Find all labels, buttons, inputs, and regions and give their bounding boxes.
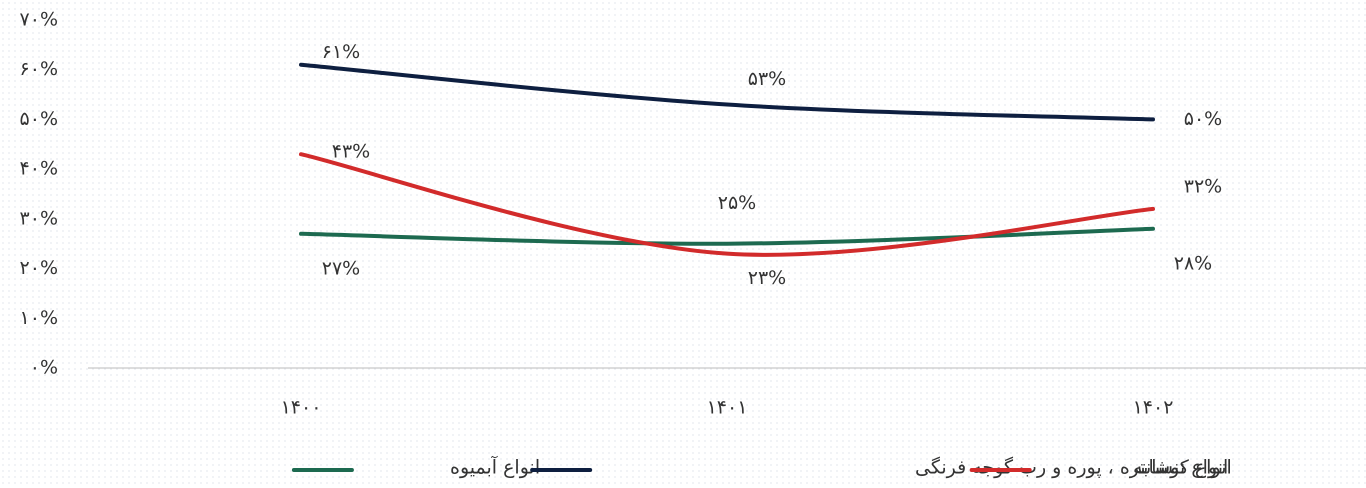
y-tick-label: ۰% — [30, 357, 58, 379]
data-label: ۴۳% — [332, 141, 370, 163]
legend-label: انواع آبمیوه — [450, 455, 540, 479]
y-tick-label: ۵۰% — [20, 108, 58, 130]
y-tick-label: ۲۰% — [20, 257, 58, 279]
x-tick-label: ۱۴۰۱ — [707, 397, 748, 419]
y-tick-label: ۳۰% — [20, 207, 58, 229]
legend-label: انواع نوشابه — [1133, 457, 1228, 479]
x-tick-label: ۱۴۰۲ — [1133, 397, 1174, 419]
data-label: ۳۲% — [1184, 175, 1222, 197]
y-tick-label: ۴۰% — [20, 158, 58, 180]
data-label: ۲۸% — [1174, 252, 1212, 274]
data-label: ۵۰% — [1184, 108, 1222, 130]
data-label: ۵۳% — [748, 68, 786, 90]
data-label: ۲۷% — [322, 257, 360, 279]
y-tick-label: ۶۰% — [20, 58, 58, 80]
y-tick-label: ۷۰% — [20, 9, 58, 31]
data-label: ۲۵% — [718, 192, 756, 214]
line-series — [299, 62, 1155, 122]
legend-label: انواع کنسانتره ، پوره و رب گوجه فرنگی — [915, 456, 1232, 479]
line-series — [299, 152, 1155, 257]
data-label: ۲۳% — [748, 267, 786, 289]
line-series — [299, 226, 1155, 246]
y-tick-label: ۱۰% — [20, 307, 58, 329]
x-tick-label: ۱۴۰۰ — [281, 397, 322, 419]
data-label: ۶۱% — [322, 41, 360, 63]
